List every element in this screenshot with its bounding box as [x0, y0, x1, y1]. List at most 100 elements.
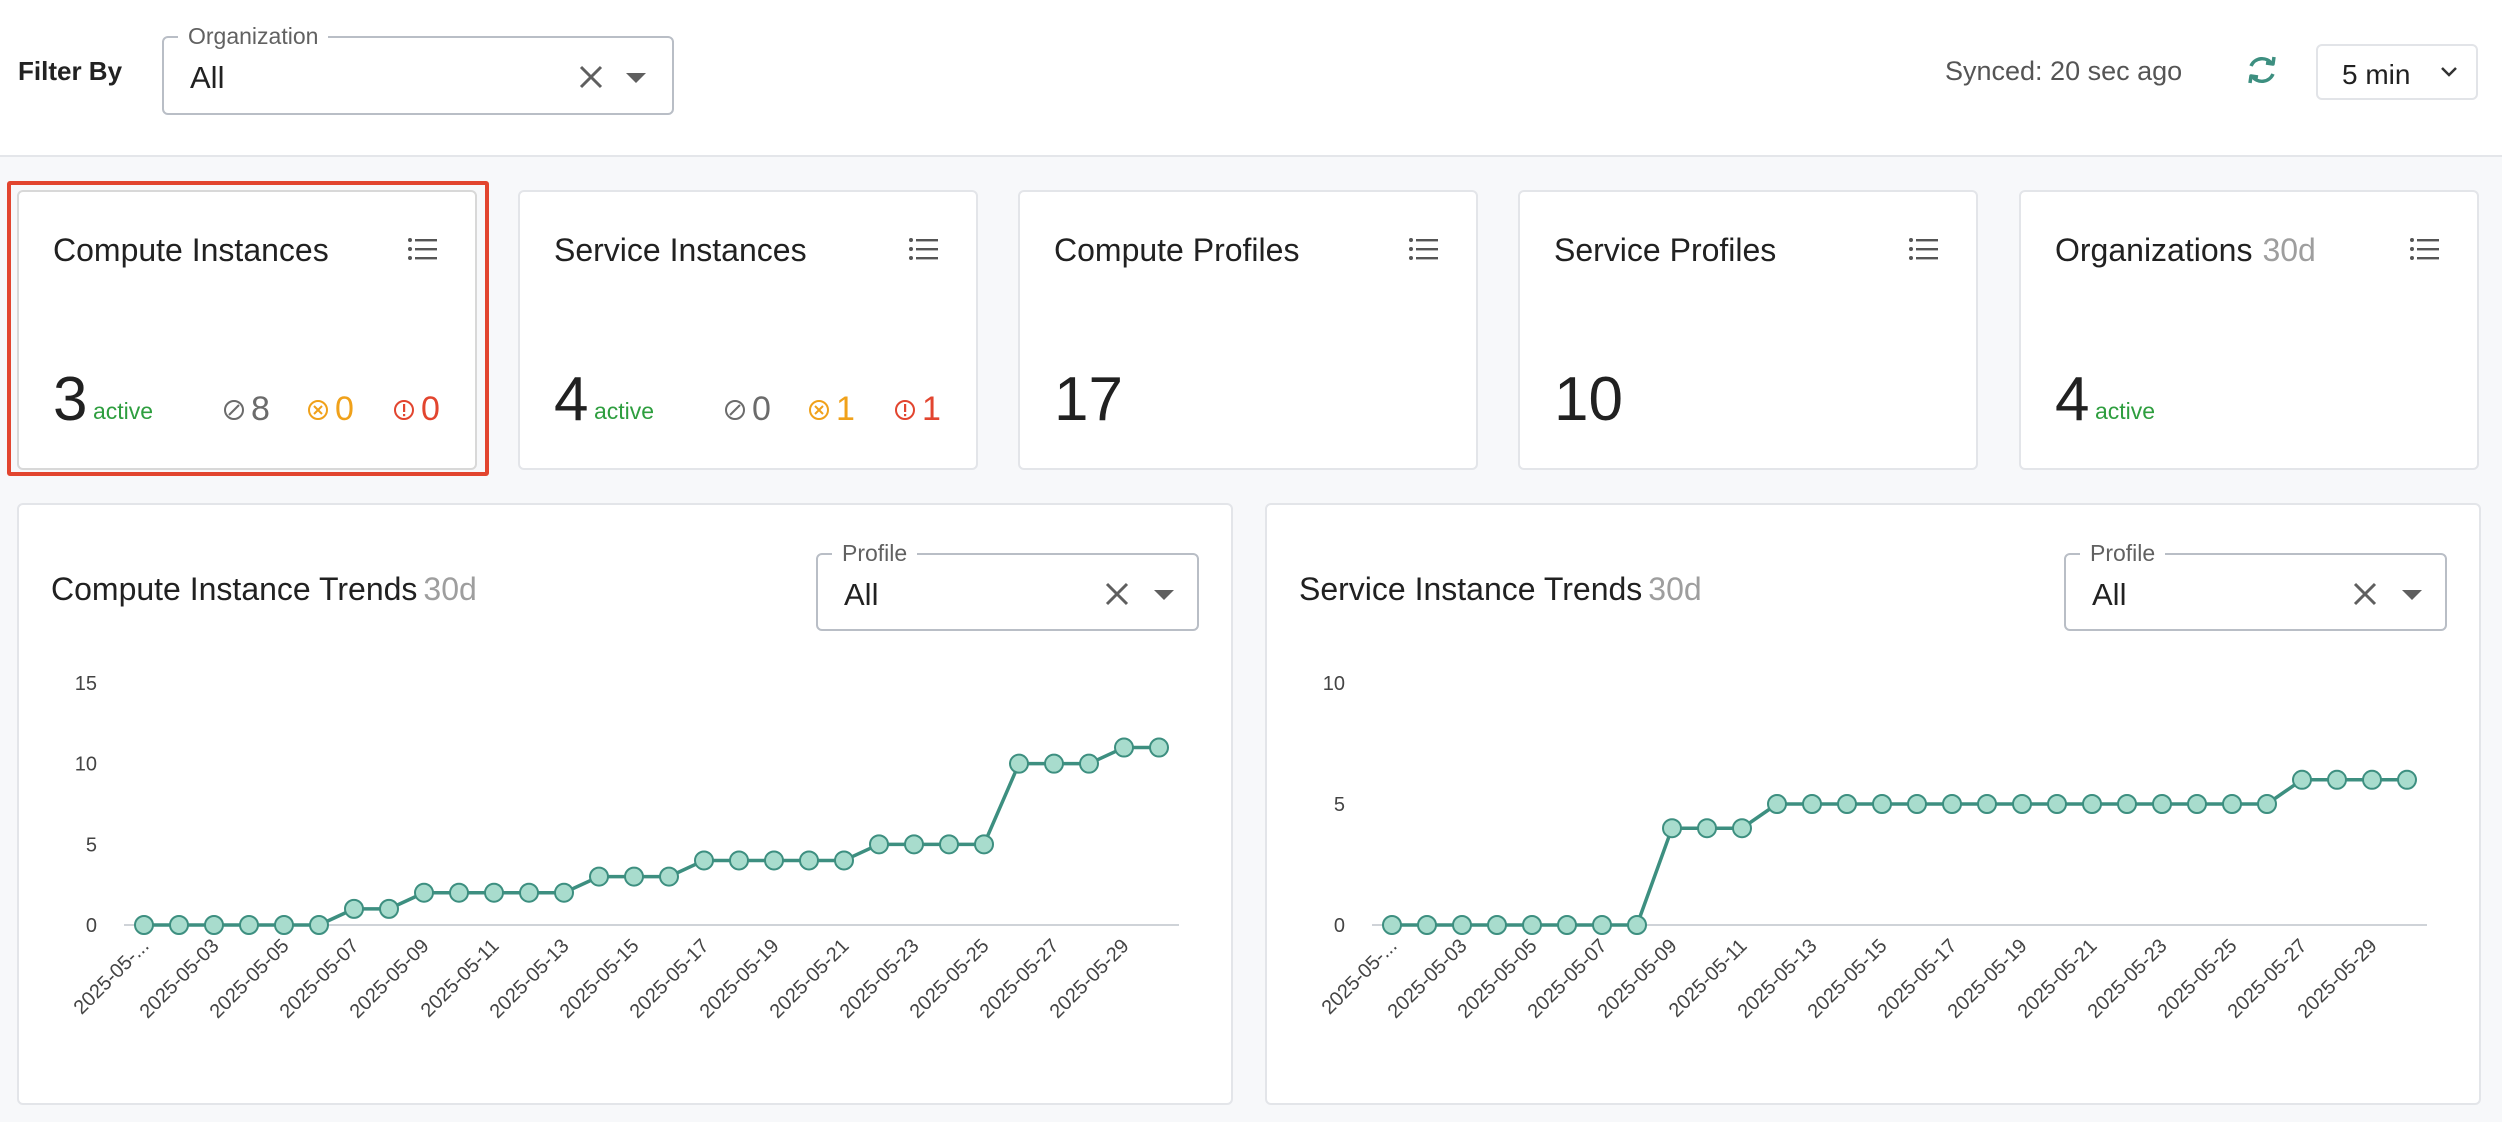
data-point[interactable] [1872, 794, 1892, 814]
data-point[interactable] [1697, 818, 1717, 839]
data-point[interactable] [2222, 794, 2242, 814]
data-point[interactable] [799, 850, 819, 871]
data-point[interactable] [1417, 915, 1437, 935]
data-point[interactable] [2047, 794, 2067, 814]
data-point[interactable] [134, 915, 154, 935]
data-point[interactable] [1044, 753, 1064, 774]
data-point[interactable] [2327, 769, 2347, 790]
compute-instance-trends-chart: 0510152025-05-...2025-05-032025-05-05202… [70, 673, 1179, 1023]
data-point[interactable] [1079, 753, 1099, 774]
data-point[interactable] [659, 866, 679, 887]
data-point[interactable] [1487, 915, 1507, 935]
data-point[interactable] [1009, 753, 1029, 774]
list-icon[interactable] [1908, 236, 1938, 262]
caret-down-icon[interactable] [2402, 590, 2422, 600]
data-point[interactable] [1767, 794, 1787, 814]
data-point[interactable] [484, 882, 504, 903]
profile-select[interactable]: Profile All [2064, 540, 2447, 631]
data-point[interactable] [939, 834, 959, 855]
list-icon[interactable] [2409, 236, 2439, 262]
data-point[interactable] [449, 882, 469, 903]
data-point[interactable] [309, 915, 329, 935]
y-tick-label: 0 [1334, 915, 1345, 937]
organization-select-legend: Organization [178, 23, 329, 49]
data-point[interactable] [1627, 915, 1647, 935]
data-point[interactable] [1452, 915, 1472, 935]
data-point[interactable] [1907, 794, 1927, 814]
card-compute-profiles[interactable]: Compute Profiles 17 [1018, 190, 1478, 470]
profile-select-legend: Profile [2080, 540, 2166, 566]
data-point[interactable] [239, 915, 259, 935]
data-point[interactable] [1114, 737, 1134, 758]
data-point[interactable] [624, 866, 644, 887]
data-point[interactable] [2152, 794, 2172, 814]
data-point[interactable] [974, 834, 994, 855]
list-icon[interactable] [1408, 236, 1438, 262]
warning-count: 0 [307, 390, 354, 429]
profile-select[interactable]: Profile All [816, 540, 1199, 631]
refresh-interval-select[interactable]: 5 min [2316, 44, 2478, 100]
data-point[interactable] [1802, 794, 1822, 814]
y-tick-label: 0 [86, 915, 97, 937]
data-point[interactable] [2187, 794, 2207, 814]
data-point[interactable] [2117, 794, 2137, 814]
data-point[interactable] [274, 915, 294, 935]
data-point[interactable] [554, 882, 574, 903]
active-label: active [594, 398, 655, 424]
error-count: 0 [393, 390, 440, 429]
data-point[interactable] [414, 882, 434, 903]
data-point[interactable] [764, 850, 784, 871]
data-point[interactable] [344, 898, 364, 919]
organization-select-value: All [190, 60, 225, 95]
stopped-icon [725, 399, 745, 420]
warning-icon [809, 399, 829, 420]
warning-count: 1 [808, 390, 855, 429]
clear-icon[interactable] [2350, 579, 2380, 609]
data-point[interactable] [694, 850, 714, 871]
data-point[interactable] [1732, 818, 1752, 839]
data-point[interactable] [1382, 915, 1402, 935]
data-point[interactable] [729, 850, 749, 871]
active-count: 3 [53, 365, 88, 434]
clear-icon[interactable] [576, 62, 606, 92]
data-point[interactable] [204, 915, 224, 935]
data-point[interactable] [2082, 794, 2102, 814]
caret-down-icon[interactable] [1154, 590, 1174, 600]
data-point[interactable] [379, 898, 399, 919]
data-point[interactable] [2012, 794, 2032, 814]
data-point[interactable] [589, 866, 609, 887]
data-point[interactable] [869, 834, 889, 855]
data-point[interactable] [834, 850, 854, 871]
data-point[interactable] [2362, 769, 2382, 790]
list-icon[interactable] [407, 236, 437, 262]
data-point[interactable] [2257, 794, 2277, 814]
y-tick-label: 15 [75, 673, 97, 695]
card-organizations[interactable]: Organizations 30d 4 active [2019, 190, 2479, 470]
card-compute-instances[interactable]: Compute Instances 3 active 8 0 0 [17, 190, 477, 470]
data-point[interactable] [1942, 794, 1962, 814]
card-service-instances[interactable]: Service Instances 4 active 0 1 1 [518, 190, 978, 470]
data-point[interactable] [1662, 818, 1682, 839]
caret-down-icon[interactable] [626, 73, 646, 83]
data-point[interactable] [1592, 915, 1612, 935]
data-point[interactable] [1977, 794, 1997, 814]
data-point[interactable] [1522, 915, 1542, 935]
chart-title: Compute Instance Trends 30d [51, 571, 477, 607]
stopped-count: 8 [223, 390, 270, 429]
refresh-icon[interactable] [2242, 50, 2282, 90]
organization-select[interactable]: Organization All [162, 23, 674, 115]
data-point[interactable] [2292, 769, 2312, 790]
card-service-profiles[interactable]: Service Profiles 10 [1518, 190, 1978, 470]
data-point[interactable] [1837, 794, 1857, 814]
compute-instance-trends-panel: Compute Instance Trends 30d Profile All 0… [17, 503, 1233, 1105]
stopped-count: 0 [724, 390, 771, 429]
card-title: Compute Profiles [1054, 232, 1300, 268]
data-point[interactable] [1149, 737, 1169, 758]
data-point[interactable] [1557, 915, 1577, 935]
data-point[interactable] [519, 882, 539, 903]
list-icon[interactable] [908, 236, 938, 262]
data-point[interactable] [904, 834, 924, 855]
data-point[interactable] [2397, 769, 2417, 790]
data-point[interactable] [169, 915, 189, 935]
clear-icon[interactable] [1102, 579, 1132, 609]
